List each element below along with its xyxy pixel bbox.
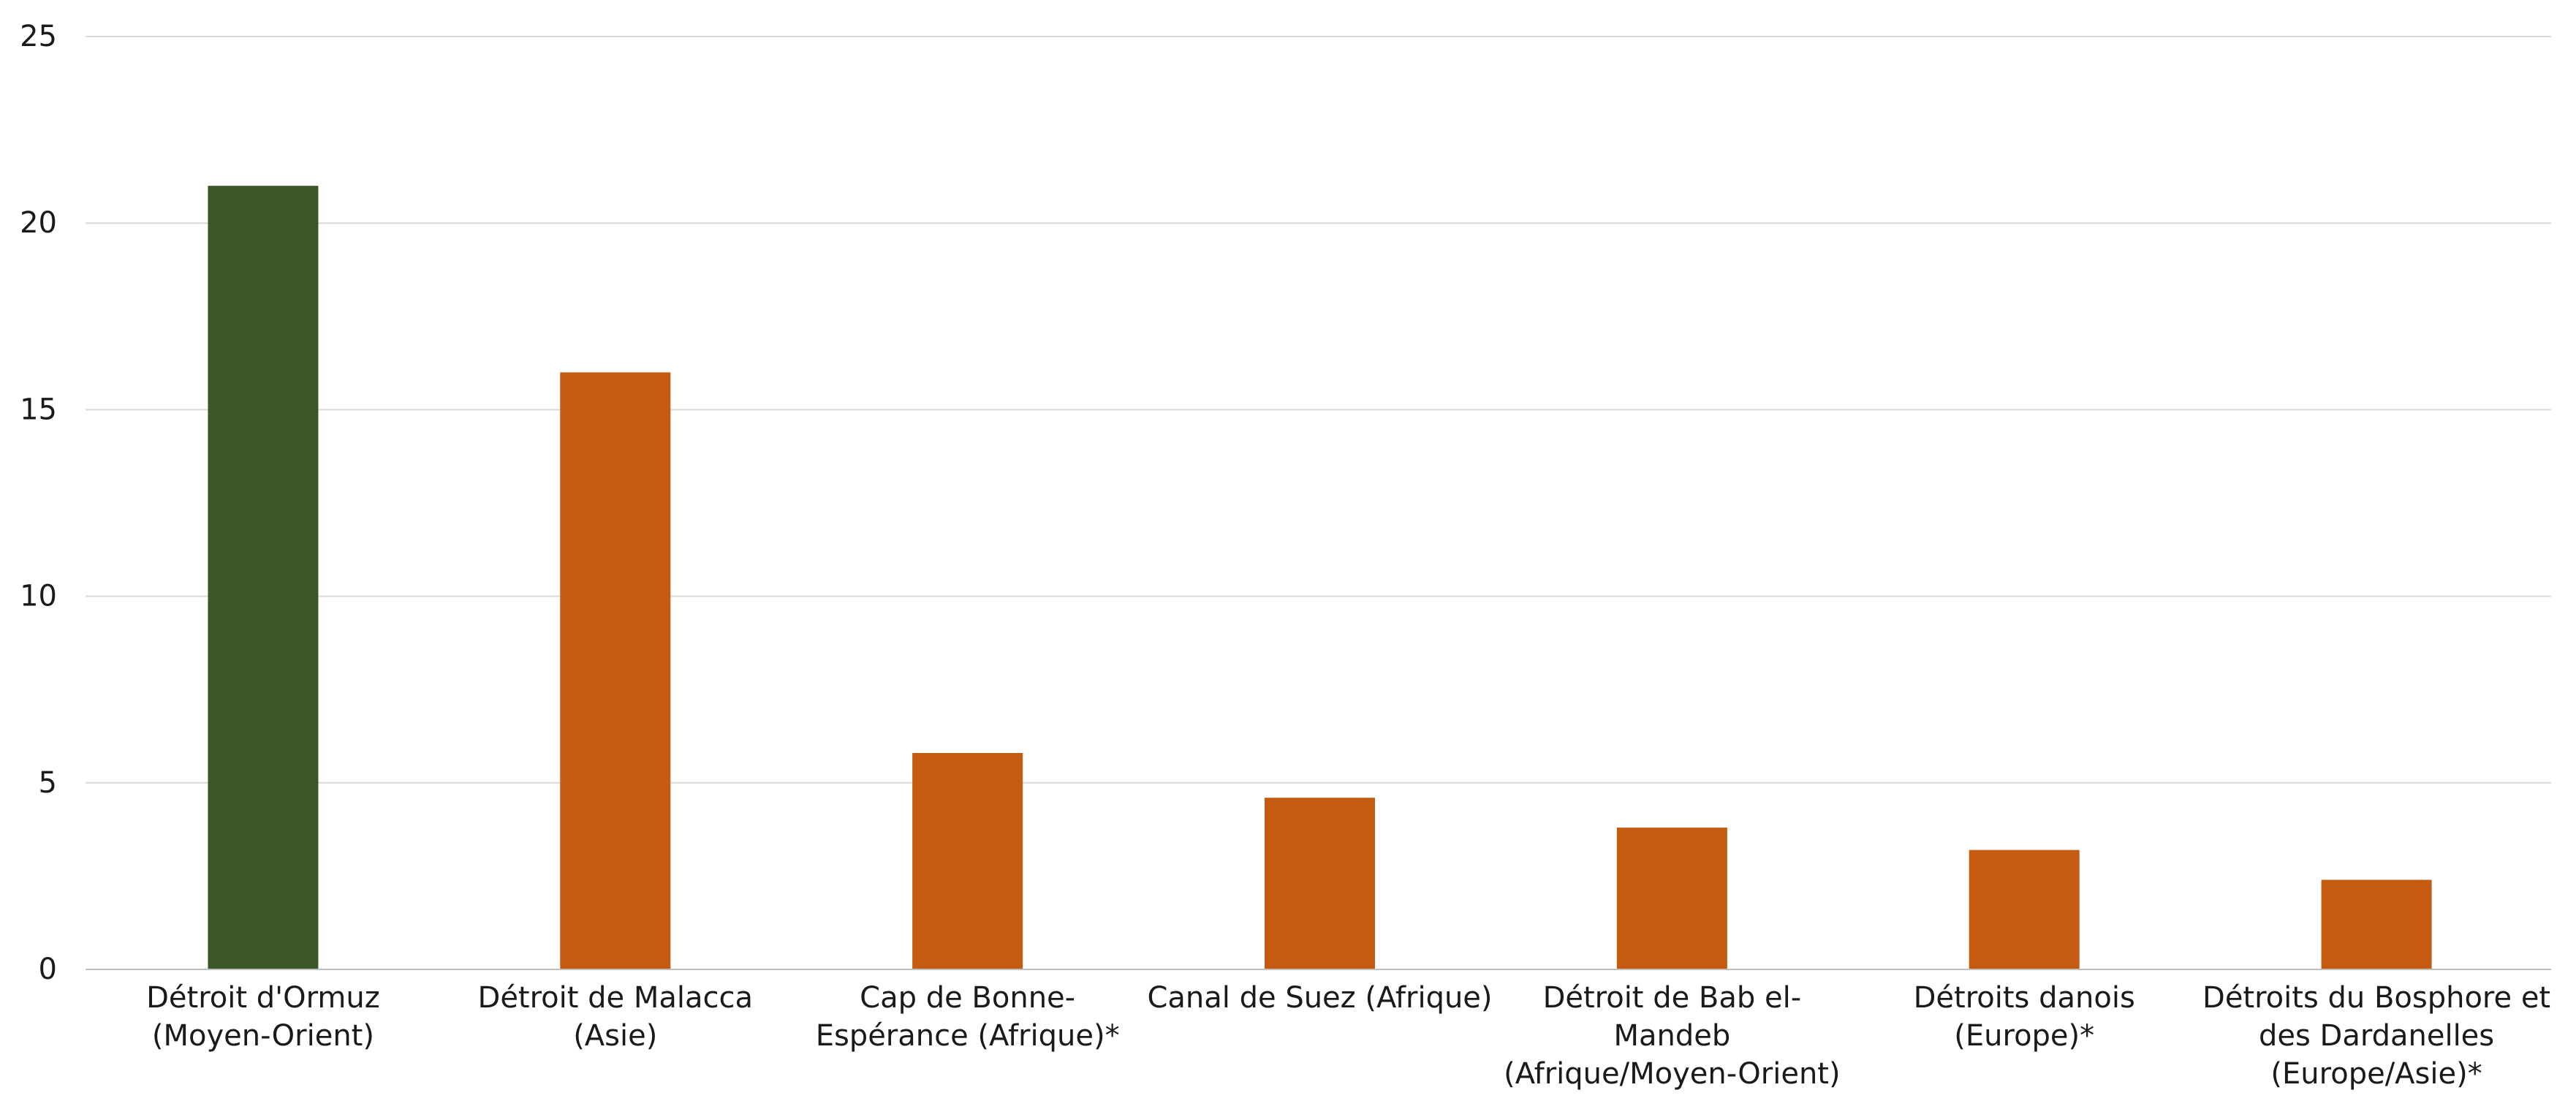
- y-tick-label: 10: [20, 580, 57, 613]
- x-tick-label-line: (Asie): [573, 1019, 657, 1053]
- x-tick-label-line: Détroit de Bab el-: [1543, 981, 1802, 1015]
- x-tick-label: Cap de Bonne- Espérance (Afrique)*: [816, 981, 1120, 1053]
- bar: [208, 186, 319, 969]
- x-tick-label-line: Mandeb: [1613, 1019, 1730, 1053]
- x-tick-label-line: (Afrique/Moyen-Orient): [1504, 1057, 1840, 1091]
- gridlines: [86, 36, 2551, 784]
- y-tick-label: 5: [39, 766, 57, 800]
- x-tick-label: Canal de Suez (Afrique): [1147, 981, 1492, 1015]
- x-tick-label-line: Cap de Bonne-: [860, 981, 1075, 1015]
- bar: [560, 372, 671, 969]
- x-tick-label-line: Détroit de Malacca: [478, 981, 754, 1015]
- bars: [208, 186, 2432, 969]
- x-tick-label: Détroit d'Ormuz (Moyen-Orient): [146, 981, 380, 1053]
- bar: [1616, 828, 1727, 969]
- y-axis-ticks: 0 5 10 15 20 25: [20, 20, 57, 986]
- x-tick-label-line: (Europe)*: [1954, 1019, 2094, 1053]
- y-tick-label: 15: [20, 393, 57, 426]
- y-tick-label: 25: [20, 20, 57, 53]
- x-tick-label-line: Canal de Suez (Afrique): [1147, 981, 1492, 1015]
- x-axis-labels: Détroit d'Ormuz (Moyen-Orient) Détroit de …: [146, 981, 2550, 1091]
- x-tick-label: Détroit de Bab el- Mandeb (Afrique/Moyen-O…: [1504, 981, 1840, 1091]
- y-tick-label: 0: [39, 953, 57, 986]
- bar: [1969, 850, 2080, 969]
- bar: [2321, 879, 2432, 969]
- y-tick-label: 20: [20, 206, 57, 240]
- x-tick-label: Détroit de Malacca (Asie): [478, 981, 754, 1053]
- x-tick-label-line: Espérance (Afrique)*: [816, 1019, 1120, 1053]
- x-tick-label-line: Détroit d'Ormuz: [146, 981, 380, 1015]
- x-tick-label: Détroits danois (Europe)*: [1914, 981, 2135, 1053]
- x-tick-label: Détroits du Bosphore et des Dardanelles (E…: [2202, 981, 2550, 1091]
- x-tick-label-line: Détroits du Bosphore et: [2202, 981, 2550, 1015]
- bar: [1265, 798, 1375, 969]
- x-tick-label-line: (Europe/Asie)*: [2270, 1057, 2482, 1091]
- x-tick-label-line: Détroits danois: [1914, 981, 2135, 1015]
- x-tick-label-line: des Dardanelles: [2259, 1019, 2494, 1053]
- bar: [912, 752, 1023, 969]
- x-tick-label-line: (Moyen-Orient): [152, 1019, 374, 1053]
